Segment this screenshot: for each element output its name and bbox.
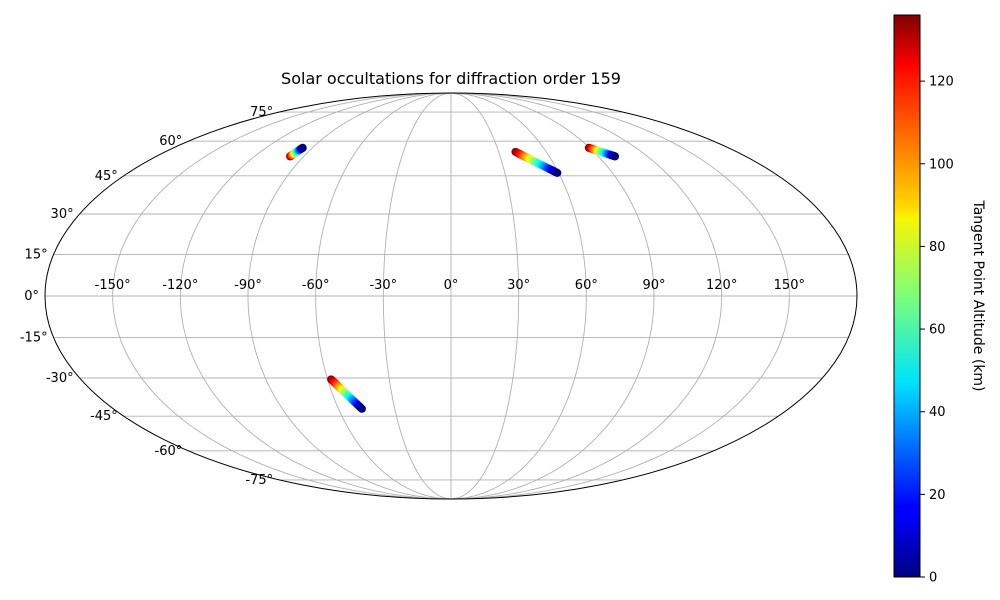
colorbar-gradient <box>893 14 921 578</box>
lat-tick-label: -15° <box>20 331 48 346</box>
graticule <box>45 93 857 499</box>
lat-tick-label: -60° <box>155 444 183 459</box>
colorbar-tick-label: 0 <box>929 571 937 586</box>
colorbar-tick-label: 100 <box>929 157 954 172</box>
lon-tick-label: -90° <box>234 278 262 293</box>
map-outline <box>44 92 858 500</box>
lon-tick-label: -60° <box>302 278 330 293</box>
colorbar-ticks: 0 20 40 60 80 100 120 <box>920 75 954 586</box>
colorbar-tick-label: 60 <box>929 323 946 338</box>
lon-tick-label: -30° <box>369 278 397 293</box>
lon-tick-label: -120° <box>162 278 198 293</box>
lat-tick-label: -30° <box>46 371 74 386</box>
latitude-tick-labels: 75° 60° 45° 30° 15° 0° -15° -30° -45° -60° -75° <box>20 105 273 488</box>
lat-tick-label: 75° <box>250 105 273 120</box>
lon-tick-label: 30° <box>507 278 530 293</box>
lat-tick-label: 45° <box>95 169 118 184</box>
chart-title: Solar occultations for diffraction order… <box>281 69 621 88</box>
colorbar: 0 20 40 60 80 100 120 Tangent Point Altitude (… <box>893 14 986 586</box>
colorbar-label: Tangent Point Altitude (km) <box>970 199 986 391</box>
occultation-point <box>611 152 620 161</box>
lon-tick-label: -150° <box>95 278 131 293</box>
colorbar-tick-label: 120 <box>929 75 954 90</box>
colorbar-tick-label: 80 <box>929 240 946 255</box>
lat-tick-label: -45° <box>90 409 118 424</box>
longitude-tick-labels: -150° -120° -90° -60° -30° 0° 30° 60° 90° 120° 150… <box>95 278 805 293</box>
lon-tick-label: 150° <box>774 278 805 293</box>
lon-tick-label: 0° <box>444 278 459 293</box>
occultation-point <box>298 143 307 152</box>
lon-tick-label: 60° <box>575 278 598 293</box>
lon-tick-label: 90° <box>642 278 665 293</box>
lat-tick-label: 0° <box>24 289 39 304</box>
lat-tick-label: 15° <box>25 247 48 262</box>
lat-tick-label: -75° <box>245 473 273 488</box>
lat-tick-label: 60° <box>159 134 182 149</box>
lat-tick-label: 30° <box>51 207 74 222</box>
lon-tick-label: 120° <box>706 278 737 293</box>
occultation-point <box>553 168 562 177</box>
colorbar-tick-label: 20 <box>929 488 946 503</box>
occultation-point <box>357 404 366 413</box>
occultation-points <box>286 143 620 413</box>
colorbar-tick-label: 40 <box>929 405 946 420</box>
